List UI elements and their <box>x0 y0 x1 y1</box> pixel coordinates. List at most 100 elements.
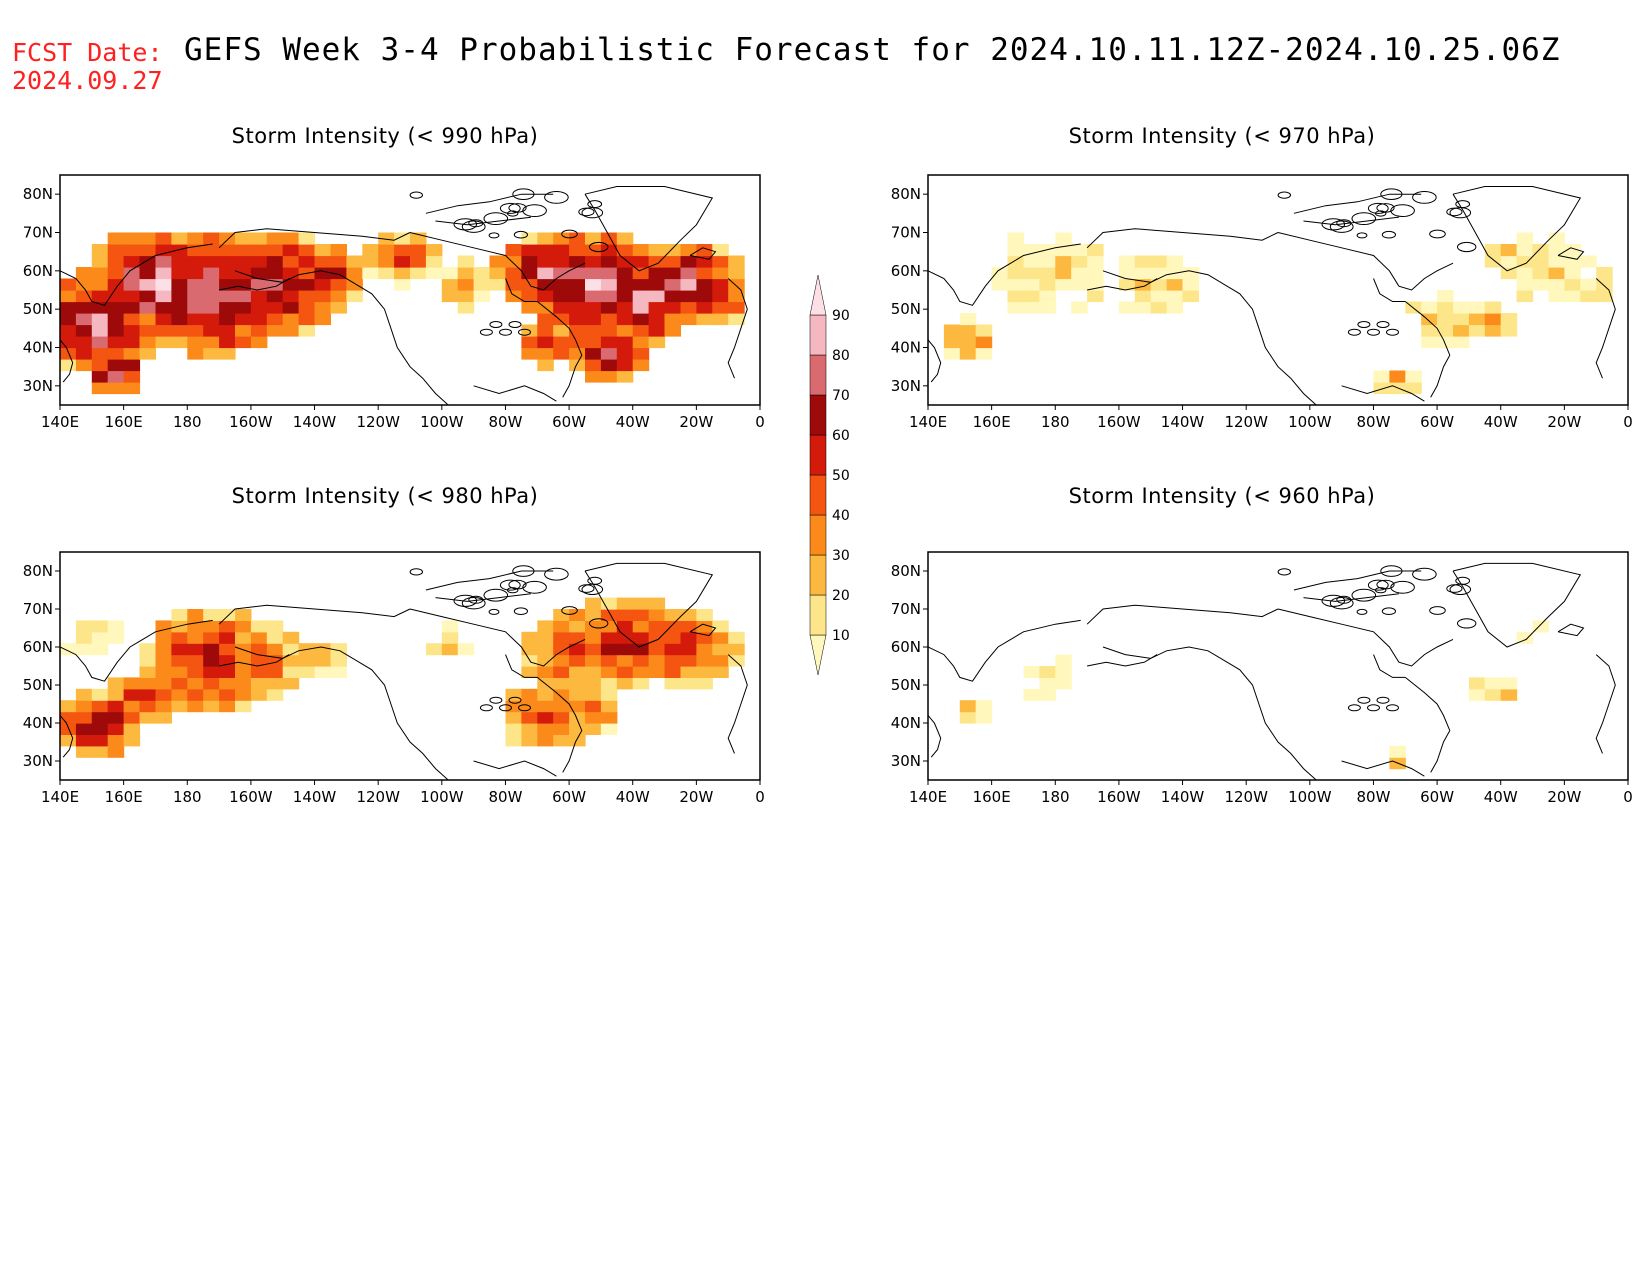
prob-cell <box>585 631 602 644</box>
prob-cell <box>959 347 977 360</box>
prob-cell <box>155 666 172 678</box>
prob-cell <box>569 347 586 360</box>
lon-tick-label: 60W <box>1420 413 1454 431</box>
prob-cell <box>505 688 522 701</box>
island-outline <box>544 567 569 581</box>
prob-cell <box>1548 244 1565 257</box>
prob-cell <box>943 324 961 337</box>
prob-cell <box>585 290 602 303</box>
prob-cell <box>91 631 109 644</box>
prob-cell <box>235 336 252 349</box>
lon-tick-label: 0 <box>1623 788 1633 806</box>
prob-cell <box>600 301 618 314</box>
prob-cell <box>107 711 125 724</box>
prob-cell <box>664 267 681 280</box>
prob-cell <box>187 278 204 291</box>
prob-cell <box>1039 688 1056 701</box>
island-outline <box>1455 576 1471 585</box>
lat-tick-label: 70N <box>891 224 921 242</box>
prob-cell <box>1373 382 1390 395</box>
prob-cell <box>1596 267 1613 280</box>
prob-cell <box>664 666 681 678</box>
prob-cell <box>75 711 93 724</box>
prob-cell <box>75 688 93 701</box>
prob-cell <box>362 267 379 280</box>
lon-tick-label: 180 <box>1041 413 1070 431</box>
prob-cell <box>600 700 618 713</box>
prob-cell <box>600 723 618 735</box>
prob-cell <box>123 313 141 326</box>
prob-cell <box>1437 301 1454 314</box>
prob-cell <box>569 688 586 701</box>
coastline-segment <box>1452 186 1582 272</box>
prob-cell <box>155 620 172 633</box>
prob-cell <box>1182 267 1199 280</box>
prob-cell <box>1039 255 1056 268</box>
prob-cell <box>1500 255 1518 268</box>
prob-cell <box>235 677 252 690</box>
coastline-segment <box>727 278 748 379</box>
prob-cell <box>632 290 650 303</box>
prob-cell <box>648 620 666 633</box>
prob-cell <box>219 666 236 678</box>
prob-cell <box>155 677 172 690</box>
prob-cell <box>1071 255 1088 268</box>
map-frame-p980 <box>59 551 761 781</box>
prob-cell <box>123 336 141 349</box>
prob-cell <box>60 324 77 337</box>
prob-cell <box>1500 313 1518 326</box>
prob-cell <box>171 232 188 245</box>
prob-cell <box>521 723 538 735</box>
colorbar-segment <box>809 594 827 636</box>
prob-cell <box>632 255 650 268</box>
prob-cell <box>1516 255 1534 268</box>
prob-cell <box>632 267 650 280</box>
prob-cell <box>314 666 331 678</box>
prob-cell <box>553 244 570 257</box>
prob-cell <box>60 643 77 656</box>
prob-cell <box>394 232 411 245</box>
prob-cell <box>171 700 188 713</box>
prob-cell <box>600 278 618 291</box>
island-outline <box>483 212 509 226</box>
prob-cell <box>171 609 188 621</box>
prob-cell <box>537 267 554 280</box>
colorbar-segment <box>809 434 827 476</box>
prob-cell <box>250 643 268 656</box>
prob-cell <box>600 643 618 656</box>
prob-cell <box>1071 301 1088 314</box>
prob-cell <box>1468 313 1486 326</box>
island-outline <box>1277 568 1292 576</box>
prob-cell <box>600 255 618 268</box>
island-outline <box>512 565 535 577</box>
prob-cell <box>1055 232 1072 245</box>
lat-tick-label: 70N <box>891 600 921 618</box>
prob-cell <box>219 700 236 713</box>
prob-cell <box>616 336 634 349</box>
prob-cell <box>600 609 618 621</box>
prob-cell <box>441 643 459 656</box>
coastline-segment <box>1277 232 1454 291</box>
prob-cell <box>139 244 156 257</box>
prob-cell <box>123 232 141 245</box>
prob-cell <box>616 666 634 678</box>
prob-cell <box>107 244 125 257</box>
prob-cell <box>1087 290 1104 303</box>
prob-cell <box>139 290 156 303</box>
prob-cell <box>600 267 618 280</box>
panel-title-960: Storm Intensity (< 960 hPa) <box>1068 484 1376 508</box>
prob-cell <box>1023 267 1040 280</box>
lake-outline <box>1376 696 1390 704</box>
prob-cell <box>155 278 172 291</box>
prob-cell <box>1484 313 1502 326</box>
lon-tick-label: 40W <box>616 788 650 806</box>
prob-cell <box>298 666 316 678</box>
prob-cell <box>1150 278 1168 291</box>
prob-cell <box>521 255 538 268</box>
prob-cell <box>139 643 156 656</box>
island-outline <box>409 568 423 576</box>
coastline-segment <box>1086 604 1279 625</box>
prob-cell <box>203 290 220 303</box>
prob-cell <box>569 255 586 268</box>
prob-cell <box>60 359 77 372</box>
